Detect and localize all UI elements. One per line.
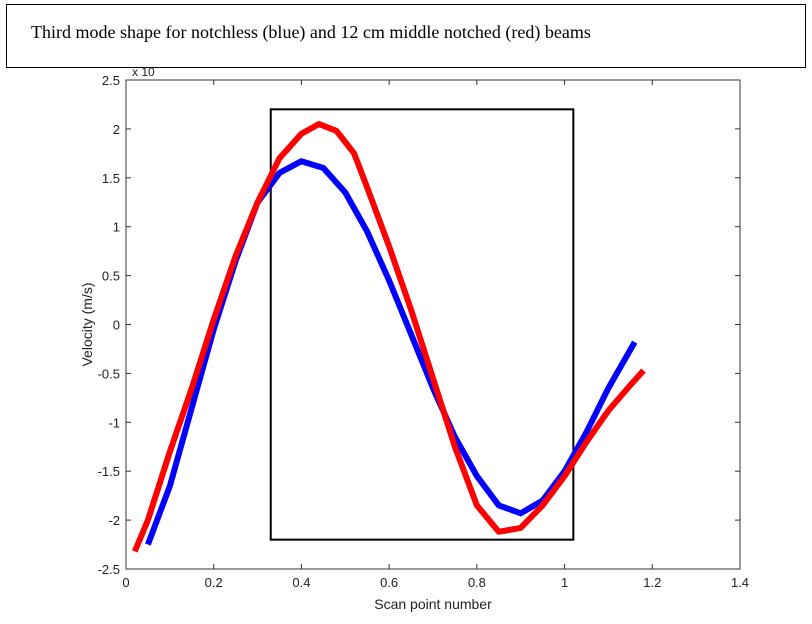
axis-ticks: 0 0.2 0.4 0.6 0.8 1 1.2 1.4 -2.5 -2 -1.5 -1 -0.5 0 0.5…: [98, 73, 749, 590]
y-tick-label: 2.5: [102, 73, 120, 88]
y-tick-label: -1: [108, 415, 120, 430]
y-tick-label: -1.5: [98, 464, 120, 479]
x-axis-label: Scan point number: [374, 596, 492, 612]
plot-area: [125, 79, 741, 570]
y-tick-label: 2: [113, 122, 120, 137]
y-tick-label: 0.5: [102, 269, 120, 284]
x-tick-label: 0: [122, 575, 129, 590]
x-tick-label: 1.4: [731, 575, 749, 590]
chart-container: 0 0.2 0.4 0.6 0.8 1 1.2 1.4 -2.5 -2 -1.5 -1 -0.5 0 0.5…: [0, 60, 812, 619]
x-tick-label: 0.4: [292, 575, 310, 590]
y-tick-label: -0.5: [98, 366, 120, 381]
y-tick-label: -2: [108, 513, 120, 528]
y-axis-label: Velocity (m/s): [79, 282, 95, 366]
series-line-notched: [132, 121, 646, 553]
highlight-box: [269, 108, 575, 541]
series-layer: [132, 121, 646, 553]
line-chart: 0 0.2 0.4 0.6 0.8 1 1.2 1.4 -2.5 -2 -1.5 -1 -0.5 0 0.5…: [79, 65, 749, 612]
y-tick-label: 0: [113, 318, 120, 333]
x-tick-label: 0.8: [468, 575, 486, 590]
x-tick-label: 1: [561, 575, 568, 590]
y-axis-exponent-label: x 10: [132, 65, 155, 79]
y-tick-label: -2.5: [98, 562, 120, 577]
highlight-box-layer: [269, 108, 575, 541]
y-tick-label: 1.5: [102, 171, 120, 186]
figure-caption: Third mode shape for notchless (blue) an…: [31, 22, 591, 42]
x-tick-label: 0.2: [205, 575, 223, 590]
x-tick-label: 0.6: [380, 575, 398, 590]
plot-frame: [125, 79, 741, 570]
x-tick-label: 1.2: [643, 575, 661, 590]
caption-box: Third mode shape for notchless (blue) an…: [6, 4, 806, 68]
y-tick-label: 1: [113, 220, 120, 235]
